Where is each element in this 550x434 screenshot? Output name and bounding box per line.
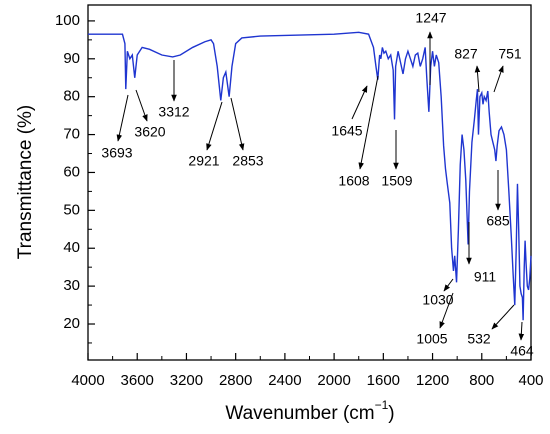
annotation-arrow <box>518 321 525 341</box>
annotation-label: 685 <box>486 213 510 229</box>
x-label-text: Wavenumber (cm <box>225 403 374 424</box>
x-axis-label: Wavenumber (cm−1) <box>225 398 394 424</box>
annotation-label: 464 <box>510 343 534 359</box>
annotation-arrow <box>474 65 481 93</box>
spectrum-line <box>88 31 532 321</box>
x-tick-label: 1200 <box>416 372 449 389</box>
y-tick-label: 50 <box>63 201 80 218</box>
x-tick-label: 2800 <box>219 372 252 389</box>
x-tick-label: 3600 <box>121 372 154 389</box>
annotation-arrow <box>443 278 454 292</box>
y-tick-label: 70 <box>63 126 80 143</box>
annotation-arrow <box>358 75 379 170</box>
x-tick-label: 2400 <box>268 372 301 389</box>
annotation-arrow <box>206 101 223 151</box>
annotation-label: 532 <box>467 331 491 347</box>
annotation-label: 1645 <box>331 123 362 139</box>
x-tick-label: 4000 <box>71 372 104 389</box>
y-tick-label: 90 <box>63 50 80 67</box>
annotation-label: 2921 <box>188 153 219 169</box>
annotation-arrow <box>439 292 454 329</box>
annotation-label: 2853 <box>232 153 263 169</box>
annotation-label: 1509 <box>381 173 412 189</box>
annotation-label: 1608 <box>338 173 369 189</box>
y-axis-label: Transmittance (%) <box>15 105 36 260</box>
x-tick-label: 1600 <box>367 372 400 389</box>
y-tick-label: 30 <box>63 277 80 294</box>
y-tick-label: 80 <box>63 88 80 105</box>
annotation-arrow <box>493 65 504 93</box>
annotation-label: 911 <box>474 269 497 285</box>
x-tick-label: 800 <box>469 372 494 389</box>
annotation-label: 1247 <box>415 10 446 26</box>
annotation-arrow <box>135 89 148 122</box>
annotation-arrow <box>116 94 129 142</box>
annotation-label: 3693 <box>101 145 132 161</box>
x-label-sup: −1 <box>375 398 389 412</box>
annotation-label: 1030 <box>422 292 453 308</box>
y-tick-label: 40 <box>63 239 80 256</box>
annotation-label: 1005 <box>416 331 447 347</box>
y-tick-label: 60 <box>63 163 80 180</box>
annotation-label: 827 <box>454 46 478 62</box>
annotation-arrow <box>491 304 515 330</box>
x-tick-label: 3200 <box>170 372 203 389</box>
annotation-arrow <box>230 97 245 151</box>
annotation-label: 3312 <box>158 104 189 120</box>
annotation-label: 751 <box>498 46 522 62</box>
x-label-end: ) <box>388 403 394 424</box>
x-tick-label: 2000 <box>317 372 350 389</box>
annotation-arrow <box>351 85 368 120</box>
x-tick-label: 400 <box>518 372 543 389</box>
y-tick-label: 100 <box>55 12 80 29</box>
annotation-label: 3620 <box>134 124 165 140</box>
y-tick-label: 20 <box>63 315 80 332</box>
